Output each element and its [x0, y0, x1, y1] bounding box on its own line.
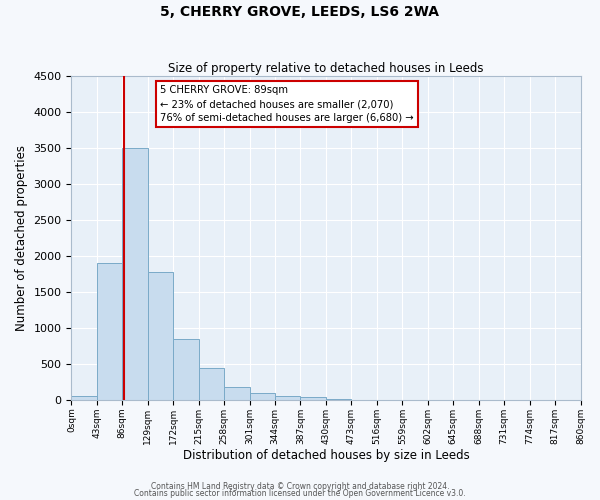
Text: 5, CHERRY GROVE, LEEDS, LS6 2WA: 5, CHERRY GROVE, LEEDS, LS6 2WA — [161, 5, 439, 19]
Text: 5 CHERRY GROVE: 89sqm
← 23% of detached houses are smaller (2,070)
76% of semi-d: 5 CHERRY GROVE: 89sqm ← 23% of detached … — [160, 86, 414, 124]
Bar — [148, 272, 173, 400]
Bar — [173, 338, 199, 400]
Bar — [71, 396, 97, 400]
Bar — [97, 263, 122, 400]
Bar — [326, 399, 352, 400]
X-axis label: Distribution of detached houses by size in Leeds: Distribution of detached houses by size … — [182, 450, 469, 462]
Bar — [275, 396, 301, 400]
Bar — [250, 392, 275, 400]
Y-axis label: Number of detached properties: Number of detached properties — [15, 145, 28, 331]
Title: Size of property relative to detached houses in Leeds: Size of property relative to detached ho… — [168, 62, 484, 74]
Bar — [122, 148, 148, 400]
Bar — [199, 368, 224, 400]
Text: Contains public sector information licensed under the Open Government Licence v3: Contains public sector information licen… — [134, 490, 466, 498]
Text: Contains HM Land Registry data © Crown copyright and database right 2024.: Contains HM Land Registry data © Crown c… — [151, 482, 449, 491]
Bar — [301, 397, 326, 400]
Bar — [224, 388, 250, 400]
